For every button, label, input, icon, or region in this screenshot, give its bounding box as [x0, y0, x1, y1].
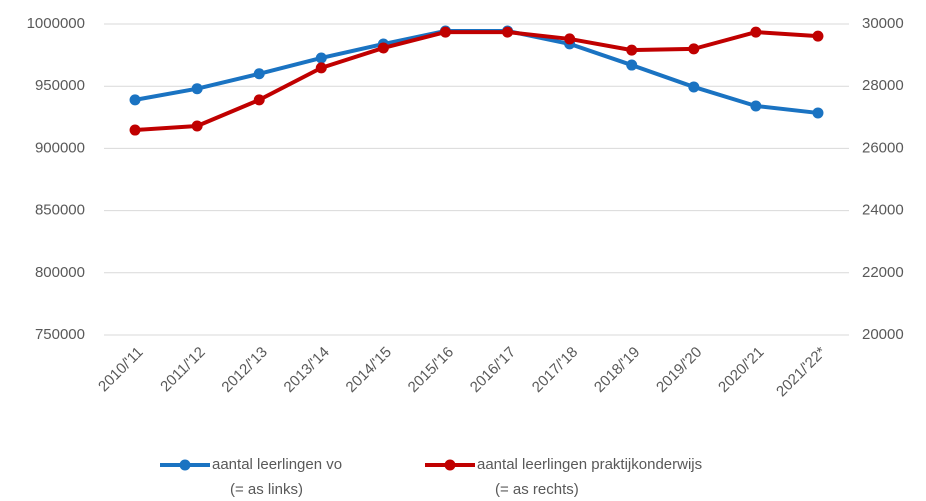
data-point [315, 52, 327, 64]
data-point [439, 26, 451, 38]
x-tick-label: 2012/'13 [218, 344, 270, 396]
data-point [315, 62, 327, 74]
data-point [253, 94, 265, 106]
data-point [750, 26, 762, 38]
y2-tick-label: 28000 [862, 77, 904, 94]
data-point [626, 59, 638, 71]
data-point [812, 107, 824, 119]
legend-label: aantal leerlingen praktijkonderwijs [477, 456, 702, 473]
x-tick-label: 2020/'21 [715, 344, 767, 396]
y-tick-label: 900000 [35, 139, 85, 156]
legend-marker [179, 459, 191, 471]
legend-label: aantal leerlingen vo [212, 456, 342, 473]
y-tick-label: 950000 [35, 77, 85, 94]
x-tick-label: 2010/'11 [95, 344, 147, 396]
data-point [812, 30, 824, 42]
x-tick-label: 2017/'18 [529, 344, 581, 396]
data-point [129, 124, 141, 136]
x-tick-label: 2021/'22* [773, 344, 830, 401]
y-tick-label: 1000000 [27, 15, 85, 32]
x-tick-label: 2013/'14 [281, 344, 333, 396]
data-point [191, 83, 203, 95]
data-point [129, 94, 141, 106]
y2-tick-label: 24000 [862, 202, 904, 219]
x-tick-label: 2016/'17 [467, 344, 519, 396]
data-point [688, 43, 700, 55]
y2-tick-label: 30000 [862, 15, 904, 32]
x-tick-label: 2019/'20 [653, 344, 705, 396]
data-point [564, 33, 576, 45]
y2-tick-label: 22000 [862, 264, 904, 281]
legend-marker [444, 459, 456, 471]
x-tick-label: 2011/'12 [157, 344, 209, 396]
series-line [134, 30, 819, 133]
legend-note: (= as links) [230, 481, 303, 498]
data-point [750, 100, 762, 112]
y-tick-label: 850000 [35, 202, 85, 219]
data-point [253, 68, 265, 80]
legend-note: (= as rechts) [495, 481, 579, 498]
y2-tick-label: 26000 [862, 139, 904, 156]
x-tick-label: 2018/'19 [591, 344, 643, 396]
data-point [502, 26, 514, 38]
data-point [688, 81, 700, 93]
y-tick-label: 800000 [35, 264, 85, 281]
data-point [626, 44, 638, 56]
y-tick-label: 750000 [35, 326, 85, 343]
x-tick-label: 2015/'16 [405, 344, 457, 396]
y2-tick-label: 20000 [862, 326, 904, 343]
data-point [191, 120, 203, 132]
data-point [377, 42, 389, 54]
x-tick-label: 2014/'15 [343, 344, 395, 396]
